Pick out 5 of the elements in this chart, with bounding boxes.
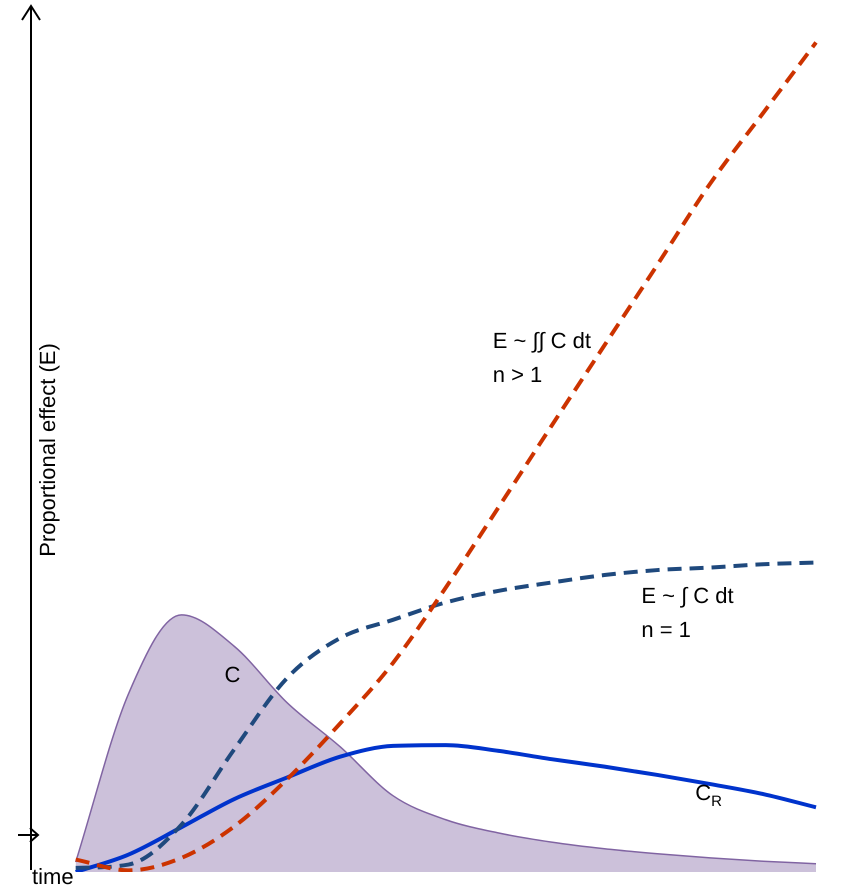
series-label: C: [224, 662, 240, 687]
series-label: E ~ ∫∫ C dt n > 1: [492, 328, 591, 388]
x-axis-title: time: [32, 864, 74, 890]
y-axis-title: Proportional effect (E): [35, 343, 61, 557]
series-label: E ~ ∫ C dt n = 1: [641, 583, 734, 642]
